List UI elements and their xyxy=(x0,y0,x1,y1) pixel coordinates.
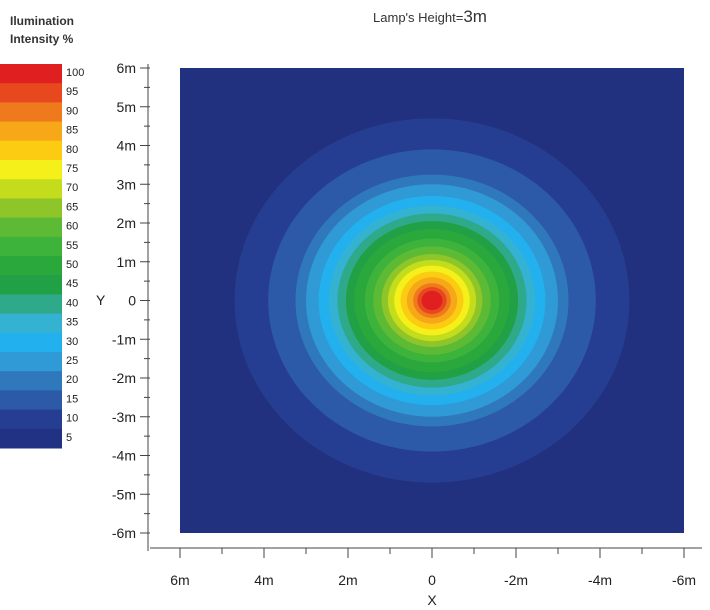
chart-title-prefix: Lamp's Height= xyxy=(373,10,463,25)
legend-swatch xyxy=(0,102,62,123)
legend-tick-label: 100 xyxy=(66,67,84,79)
legend-swatch xyxy=(0,409,62,430)
chart-title: Lamp's Height=3m xyxy=(373,7,487,26)
x-tick-label: -4m xyxy=(588,572,612,588)
legend-swatch xyxy=(0,236,62,257)
legend-tick-label: 20 xyxy=(66,374,78,386)
x-tick-label: 6m xyxy=(170,572,189,588)
legend-swatch xyxy=(0,313,62,334)
legend-tick-label: 35 xyxy=(66,317,78,329)
legend-swatch xyxy=(0,428,62,449)
x-axis-label: X xyxy=(427,592,437,608)
legend-tick-label: 55 xyxy=(66,240,78,252)
legend-tick-label: 5 xyxy=(66,432,72,444)
legend-tick-label: 30 xyxy=(66,336,78,348)
legend-swatch xyxy=(0,64,62,84)
x-tick-label: 0 xyxy=(428,572,436,588)
y-tick-label: 1m xyxy=(117,254,136,270)
legend-title-line-2: Intensity % xyxy=(10,32,74,46)
legend-tick-label: 50 xyxy=(66,259,78,271)
y-tick-label: 6m xyxy=(117,60,136,76)
y-tick-label: -3m xyxy=(112,409,136,425)
y-tick-label: 0 xyxy=(128,293,136,309)
legend-swatch xyxy=(0,198,62,219)
legend-tick-label: 70 xyxy=(66,182,78,194)
chart-title-value: 3m xyxy=(463,7,487,26)
legend-swatch xyxy=(0,83,62,103)
legend-tick-label: 80 xyxy=(66,144,78,156)
y-tick-label: 3m xyxy=(117,176,136,192)
color-legend: 100 95 90 85 80 75 70 65 60 55 50 45 40 35 30 25 20 15 10 5 xyxy=(0,64,84,449)
legend-tick-label: 25 xyxy=(66,355,78,367)
y-tick-label: -1m xyxy=(112,331,136,347)
y-tick-label: -6m xyxy=(112,525,136,541)
x-tick-label: 4m xyxy=(254,572,273,588)
contour-band-100 xyxy=(421,290,443,311)
y-tick-label: 5m xyxy=(117,99,136,115)
legend-tick-label: 95 xyxy=(66,86,78,98)
legend-swatch xyxy=(0,121,62,142)
legend-title-line-1: Ilumination xyxy=(10,14,74,28)
legend-tick-label: 85 xyxy=(66,125,78,137)
y-tick-label: -2m xyxy=(112,370,136,386)
y-axis-label: Y xyxy=(96,292,106,308)
legend-swatch xyxy=(0,256,62,276)
legend-swatch xyxy=(0,140,62,161)
x-tick-label: -6m xyxy=(672,572,696,588)
legend-swatch xyxy=(0,275,62,295)
heatmap-plot xyxy=(180,68,684,533)
x-tick-label: -2m xyxy=(504,572,528,588)
legend-tick-label: 45 xyxy=(66,278,78,290)
legend-tick-label: 90 xyxy=(66,105,78,117)
legend-swatch xyxy=(0,332,62,353)
legend-tick-label: 75 xyxy=(66,163,78,175)
y-tick-label: 2m xyxy=(117,215,136,231)
legend-swatch xyxy=(0,179,62,199)
y-tick-label: -4m xyxy=(112,448,136,464)
legend-swatch xyxy=(0,371,62,391)
legend-tick-label: 65 xyxy=(66,201,78,213)
legend-swatch xyxy=(0,390,62,411)
legend-swatch xyxy=(0,217,62,238)
legend-swatch xyxy=(0,294,62,315)
x-tick-label: 2m xyxy=(338,572,357,588)
legend-tick-label: 10 xyxy=(66,413,78,425)
legend-swatch xyxy=(0,352,62,372)
legend-tick-label: 15 xyxy=(66,393,78,405)
y-tick-label: -5m xyxy=(112,486,136,502)
axes: 6m 5m 4m 3m 2m 1m -1m -2m -3m -4m -5m -6m 0 6m 4m 2m 0 -2… xyxy=(112,60,702,588)
y-tick-label: 4m xyxy=(117,138,136,154)
legend-tick-label: 60 xyxy=(66,221,78,233)
legend-tick-label: 40 xyxy=(66,297,78,309)
legend-swatch xyxy=(0,160,62,180)
